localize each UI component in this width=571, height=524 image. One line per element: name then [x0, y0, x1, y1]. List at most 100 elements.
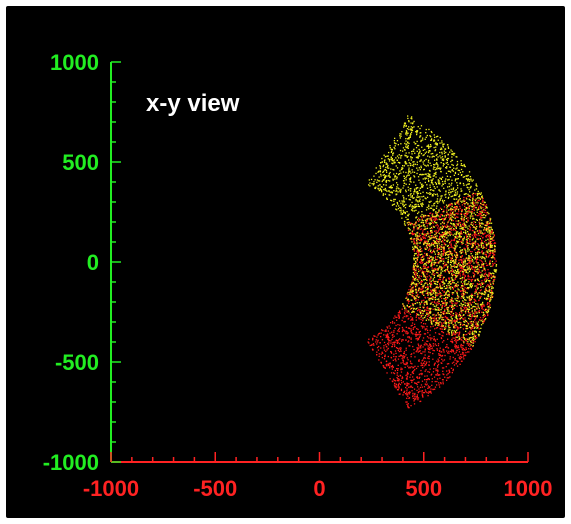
data-point [460, 209, 463, 211]
data-point [428, 147, 430, 149]
data-point [405, 155, 408, 157]
data-point [387, 342, 389, 345]
data-point [412, 165, 415, 167]
data-point [489, 243, 491, 245]
data-point [435, 256, 437, 258]
data-point [445, 366, 447, 368]
data-point [389, 176, 391, 178]
data-point [468, 348, 470, 350]
data-point [422, 337, 425, 339]
data-point [464, 193, 467, 195]
data-point [411, 169, 413, 171]
data-point [460, 306, 462, 308]
data-point [479, 331, 481, 333]
data-point [446, 207, 448, 209]
data-point [372, 343, 375, 345]
data-point [429, 219, 431, 221]
data-point [406, 331, 408, 333]
data-point [468, 299, 470, 301]
data-point [425, 267, 427, 269]
data-point [430, 289, 432, 291]
data-point [451, 226, 453, 228]
data-point [478, 206, 480, 208]
data-point [423, 160, 426, 162]
data-point [424, 329, 427, 331]
data-point [419, 136, 421, 138]
data-point [443, 158, 445, 160]
data-point [473, 226, 475, 228]
data-point [461, 260, 463, 262]
data-point [429, 351, 431, 354]
data-point [424, 197, 426, 199]
data-point [480, 202, 482, 205]
data-point [478, 246, 480, 248]
data-point [414, 204, 416, 206]
data-point [422, 317, 424, 319]
data-point [393, 203, 396, 205]
data-point [476, 214, 478, 217]
data-point [441, 259, 443, 261]
data-point [411, 230, 414, 232]
data-point [448, 277, 450, 279]
data-point [442, 235, 444, 237]
data-point [417, 283, 419, 285]
data-point [424, 228, 426, 230]
data-point [419, 246, 421, 248]
data-point [415, 198, 417, 201]
data-point [446, 268, 448, 271]
data-point [451, 305, 453, 307]
data-point [431, 182, 434, 184]
data-point [410, 405, 412, 407]
data-point [490, 265, 492, 267]
data-point [397, 184, 399, 186]
data-point [486, 227, 488, 229]
data-point [494, 245, 496, 248]
data-point [474, 193, 477, 195]
data-point [411, 201, 413, 204]
data-point [417, 169, 419, 171]
data-point [423, 344, 425, 346]
data-point [380, 353, 382, 355]
data-point [457, 169, 459, 171]
data-point [435, 242, 437, 244]
data-point [455, 231, 458, 233]
data-point [440, 287, 442, 289]
data-point [492, 253, 495, 255]
data-point [479, 290, 481, 292]
data-point [399, 135, 401, 137]
data-point [422, 359, 424, 361]
data-point [483, 319, 485, 321]
data-point [429, 212, 431, 215]
data-point [422, 271, 425, 273]
data-point [448, 232, 451, 234]
data-point [444, 298, 446, 300]
data-point [396, 386, 398, 388]
data-point [419, 291, 421, 294]
data-point [451, 208, 453, 211]
data-point [418, 220, 420, 222]
data-point [403, 182, 405, 184]
data-point [459, 235, 461, 237]
data-point [486, 223, 488, 226]
data-point [426, 290, 428, 292]
data-point [455, 266, 458, 268]
data-point [413, 247, 415, 250]
data-point [402, 339, 404, 341]
data-point [434, 319, 436, 321]
data-point [401, 376, 403, 378]
data-point [421, 327, 424, 329]
data-point [412, 277, 414, 279]
data-point [472, 338, 474, 341]
data-point [434, 159, 436, 161]
data-point [450, 160, 452, 163]
data-point [386, 326, 388, 328]
data-point [386, 363, 388, 365]
data-point [461, 353, 464, 355]
data-point [483, 246, 486, 249]
data-point [489, 280, 491, 282]
data-point [379, 167, 382, 170]
data-point [455, 178, 457, 180]
data-point [427, 345, 429, 347]
data-point [461, 356, 463, 359]
data-point [412, 395, 414, 398]
